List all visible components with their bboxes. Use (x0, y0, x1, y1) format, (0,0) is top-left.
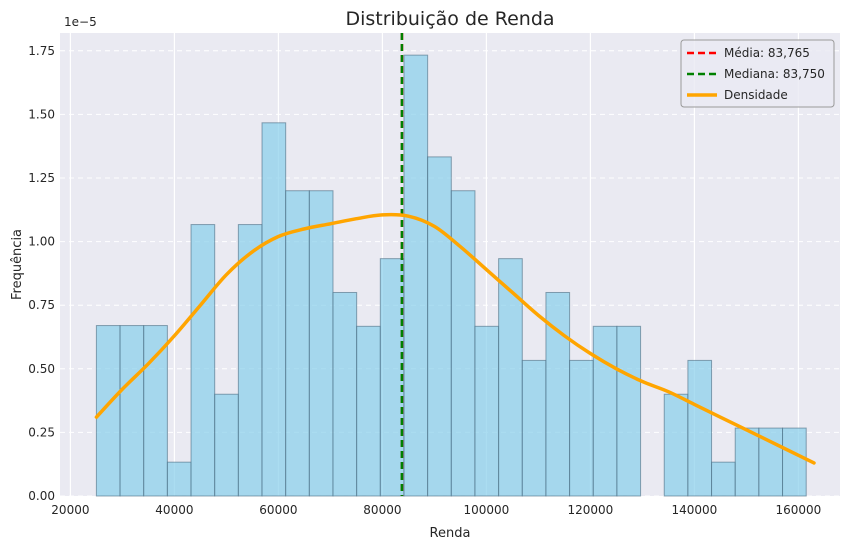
histogram-bar-15 (450, 190, 476, 497)
histogram-bar-17 (498, 258, 523, 497)
histogram-bar-11 (356, 325, 381, 497)
density-curve (94, 212, 816, 465)
histogram-bar-13 (403, 54, 429, 497)
histogram-bar-21 (592, 325, 618, 497)
histogram-bar-18 (521, 359, 547, 497)
y-tick-label: 0.75 (28, 298, 55, 312)
x-tick-label: 80000 (363, 503, 401, 517)
x-tick-label: 140000 (671, 503, 717, 517)
histogram-bar-20 (569, 359, 594, 497)
histogram-bar-16 (474, 325, 500, 497)
x-tick-label: 20000 (51, 503, 89, 517)
y-tick-label: 0.00 (28, 489, 55, 503)
x-tick-labels: 20000 40000 60000 80000 100000 120000 140000 16… (51, 503, 821, 517)
y-tick-labels: 0.00 0.25 0.50 0.75 1.00 1.25 1.50 1.75 (28, 44, 55, 503)
histogram-bar-9 (308, 190, 334, 497)
histogram-bar-8 (285, 190, 310, 497)
y-tick-label: 1.25 (28, 171, 55, 185)
y-scale-label: 1e−5 (64, 15, 97, 29)
y-tick-label: 0.50 (28, 362, 55, 376)
y-tick-label: 1.50 (28, 107, 55, 121)
y-tick-label: 1.00 (28, 235, 55, 249)
histogram-bar-3 (166, 461, 192, 497)
histogram-bar-2 (143, 325, 168, 497)
x-tick-label: 40000 (155, 503, 193, 517)
histogram-bar-7 (261, 122, 287, 497)
histogram-bar-22 (616, 325, 642, 497)
y-tick-label: 0.25 (28, 425, 55, 439)
histogram-bar-25 (687, 359, 713, 497)
histogram-bar-14 (427, 156, 452, 497)
histogram-bar-12 (379, 258, 405, 497)
histogram-bar-24 (663, 393, 689, 497)
histogram-bar-1 (119, 325, 145, 497)
x-tick-label: 120000 (567, 503, 613, 517)
histogram-bar-26 (711, 461, 736, 497)
histogram-bar-10 (332, 291, 358, 497)
histogram-bar-5 (214, 393, 239, 497)
histogram-bar-27 (734, 427, 760, 497)
histogram-bars (95, 54, 807, 497)
histogram-bar-6 (237, 224, 263, 497)
legend-box (680, 39, 835, 108)
legend-label-density: Densidade (724, 88, 788, 102)
x-tick-label: 160000 (775, 503, 821, 517)
y-axis-label: Frequência (10, 229, 25, 300)
chart-title: Distribuição de Renda (345, 8, 554, 30)
y-tick-label: 1.75 (28, 44, 55, 58)
legend: Média: 83,765 Mediana: 83,750 Densidade (680, 39, 835, 108)
x-tick-label: 100000 (463, 503, 509, 517)
x-axis-label: Renda (430, 526, 471, 541)
histogram-bar-4 (190, 224, 216, 497)
histogram-bar-29 (782, 427, 807, 497)
legend-label-mean: Média: 83,765 (724, 46, 810, 60)
legend-label-median: Mediana: 83,750 (724, 67, 825, 81)
x-tick-label: 60000 (259, 503, 297, 517)
